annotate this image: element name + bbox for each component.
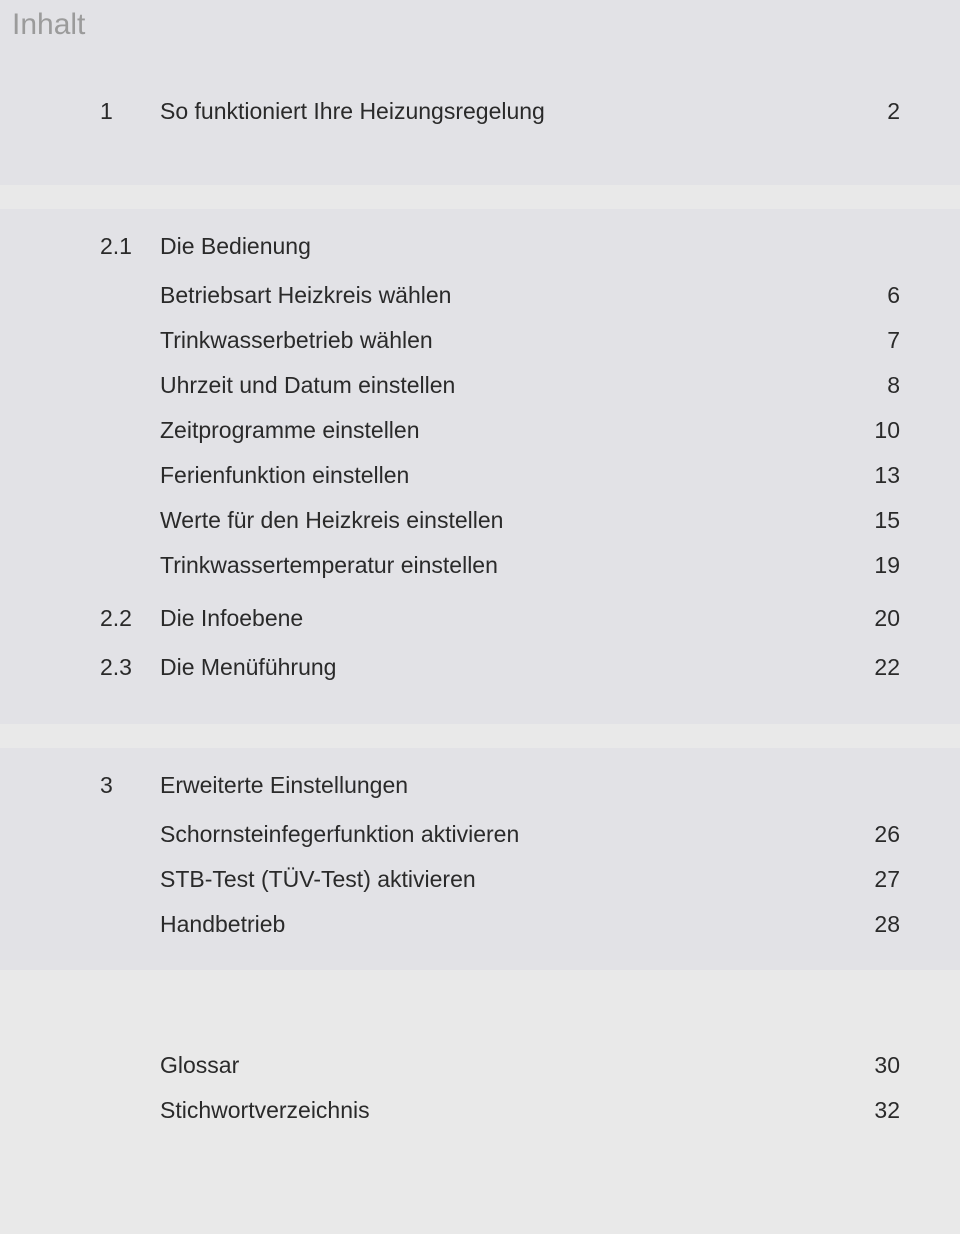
toc-label: Glossar (160, 1050, 850, 1081)
toc-label: Erweiterte Einstellungen (160, 770, 850, 801)
toc-page-no: 20 (850, 603, 900, 634)
toc-label: Uhrzeit und Datum einstellen (160, 370, 850, 401)
toc-num: 3 (100, 770, 160, 801)
toc-page-no: 22 (850, 652, 900, 683)
toc-page-no: 19 (850, 550, 900, 581)
toc-section-1: 1 So funktioniert Ihre Heizungsregelung … (0, 72, 960, 185)
toc-label: Die Infoebene (160, 603, 850, 634)
toc-label: Betriebsart Heizkreis wählen (160, 280, 850, 311)
toc-page-no: 26 (850, 819, 900, 850)
toc-label: Zeitprogramme einstellen (160, 415, 850, 446)
toc-label: So funktioniert Ihre Heizungsregelung (160, 96, 850, 127)
toc-subitem: Betriebsart Heizkreis wählen 6 (160, 280, 900, 311)
toc-entry-s2-2: 2.2 Die Infoebene 20 (100, 603, 900, 634)
toc-page-no: 8 (850, 370, 900, 401)
title-bar: Inhalt (0, 0, 960, 72)
toc-num: 2.1 (100, 231, 160, 262)
toc-subitem: Ferienfunktion einstellen 13 (160, 460, 900, 491)
toc-label: Stichwortverzeichnis (160, 1095, 850, 1126)
toc-page-no: 28 (850, 909, 900, 940)
toc-entry-s2-1: 2.1 Die Bedienung (100, 231, 900, 262)
toc-section-3: 3 Erweiterte Einstellungen Schornsteinfe… (0, 748, 960, 970)
toc-page-no: 2 (850, 96, 900, 127)
toc-subitem: Handbetrieb 28 (160, 909, 900, 940)
toc-label: Schornsteinfegerfunktion aktivieren (160, 819, 850, 850)
toc-num: 1 (100, 96, 160, 127)
toc-subitem: Werte für den Heizkreis einstellen 15 (160, 505, 900, 536)
toc-label: Ferienfunktion einstellen (160, 460, 850, 491)
toc-page-no: 7 (850, 325, 900, 356)
toc-appendix-item: Stichwortverzeichnis 32 (160, 1095, 900, 1126)
toc-label: STB-Test (TÜV-Test) aktivieren (160, 864, 850, 895)
toc-subitem: Trinkwassertemperatur einstellen 19 (160, 550, 900, 581)
toc-label: Die Bedienung (160, 231, 850, 262)
toc-label: Die Menüführung (160, 652, 850, 683)
toc-label: Trinkwasserbetrieb wählen (160, 325, 850, 356)
toc-section-2: 2.1 Die Bedienung Betriebsart Heizkreis … (0, 209, 960, 723)
toc-entry-s3: 3 Erweiterte Einstellungen (100, 770, 900, 801)
toc-label: Werte für den Heizkreis einstellen (160, 505, 850, 536)
toc-page-no: 15 (850, 505, 900, 536)
toc-page-no: 32 (850, 1095, 900, 1126)
toc-page-no: 13 (850, 460, 900, 491)
toc-label: Trinkwassertemperatur einstellen (160, 550, 850, 581)
toc-label: Handbetrieb (160, 909, 850, 940)
toc-subitem: Zeitprogramme einstellen 10 (160, 415, 900, 446)
page-title: Inhalt (12, 8, 948, 42)
toc-subitem: Trinkwasserbetrieb wählen 7 (160, 325, 900, 356)
toc-page-no: 10 (850, 415, 900, 446)
toc-entry-s1: 1 So funktioniert Ihre Heizungsregelung … (100, 96, 900, 127)
toc-subitem: STB-Test (TÜV-Test) aktivieren 27 (160, 864, 900, 895)
toc-num: 2.2 (100, 603, 160, 634)
toc-page: Inhalt 1 So funktioniert Ihre Heizungsre… (0, 0, 960, 1234)
toc-subitem: Schornsteinfegerfunktion aktivieren 26 (160, 819, 900, 850)
toc-page-no: 30 (850, 1050, 900, 1081)
toc-subitem: Uhrzeit und Datum einstellen 8 (160, 370, 900, 401)
toc-entry-s2-3: 2.3 Die Menüführung 22 (100, 652, 900, 683)
toc-page-no: 6 (850, 280, 900, 311)
toc-page-no: 27 (850, 864, 900, 895)
toc-appendix: Glossar 30 Stichwortverzeichnis 32 (0, 1020, 960, 1136)
toc-num: 2.3 (100, 652, 160, 683)
toc-appendix-item: Glossar 30 (160, 1050, 900, 1081)
